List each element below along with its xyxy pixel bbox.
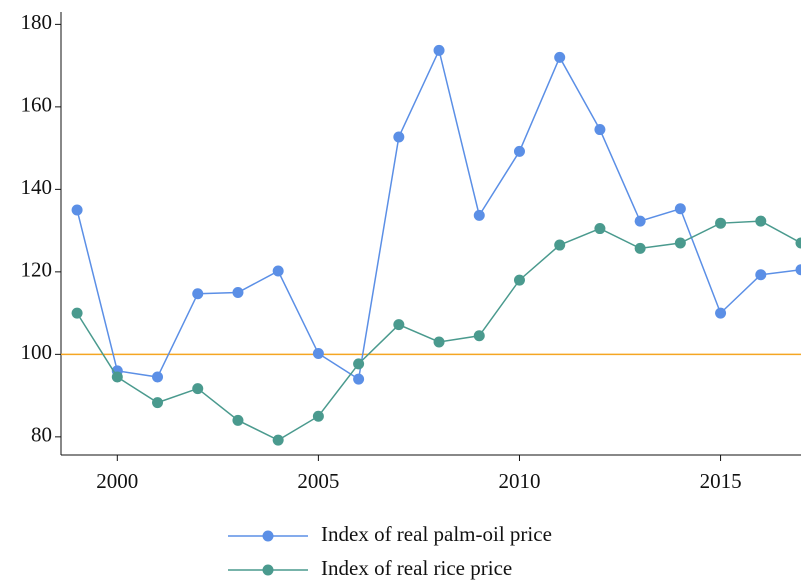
y-tick-label: 180: [21, 10, 53, 34]
y-tick-label: 120: [21, 258, 53, 282]
data-point: [353, 358, 365, 370]
data-point: [111, 371, 123, 383]
data-point: [795, 237, 801, 249]
data-point: [473, 209, 485, 221]
y-tick-label: 140: [21, 175, 53, 199]
data-point: [192, 288, 204, 300]
y-tick-label: 100: [21, 340, 53, 364]
data-point: [594, 223, 606, 235]
data-point: [232, 414, 244, 426]
data-point: [152, 397, 164, 409]
legend-label: Index of real rice price: [321, 556, 512, 580]
legend-label: Index of real palm-oil price: [321, 522, 552, 546]
data-point: [152, 371, 164, 383]
data-point: [393, 131, 405, 143]
data-point: [433, 44, 445, 56]
data-point: [433, 336, 445, 348]
data-point: [634, 215, 646, 227]
data-point: [634, 242, 646, 254]
series-line: [76, 220, 801, 442]
data-point: [715, 217, 727, 229]
legend-marker: [262, 564, 274, 576]
legend-marker: [262, 530, 274, 542]
data-point: [554, 51, 566, 63]
data-point: [554, 239, 566, 251]
data-point: [272, 265, 284, 277]
data-point: [755, 269, 767, 281]
series-line: [76, 48, 801, 381]
y-tick-label: 160: [21, 93, 53, 117]
data-point: [393, 319, 405, 331]
x-tick-label: 2000: [96, 469, 138, 493]
x-tick-label: 2005: [297, 469, 339, 493]
data-point: [674, 203, 686, 215]
x-tick-label: 2010: [498, 469, 540, 493]
data-point: [674, 237, 686, 249]
data-point: [755, 215, 767, 227]
data-point: [312, 410, 324, 422]
data-point: [594, 124, 606, 136]
data-point: [192, 383, 204, 395]
data-point: [71, 307, 83, 319]
data-point: [513, 274, 525, 286]
data-point: [513, 145, 525, 157]
x-tick-label: 2015: [700, 469, 742, 493]
y-tick-label: 80: [31, 423, 52, 447]
data-point: [715, 307, 727, 319]
data-point: [71, 204, 83, 216]
data-point: [232, 286, 244, 298]
data-point: [795, 264, 801, 276]
data-point: [473, 330, 485, 342]
data-point: [272, 434, 284, 446]
data-point: [312, 348, 324, 360]
data-point: [353, 373, 365, 385]
